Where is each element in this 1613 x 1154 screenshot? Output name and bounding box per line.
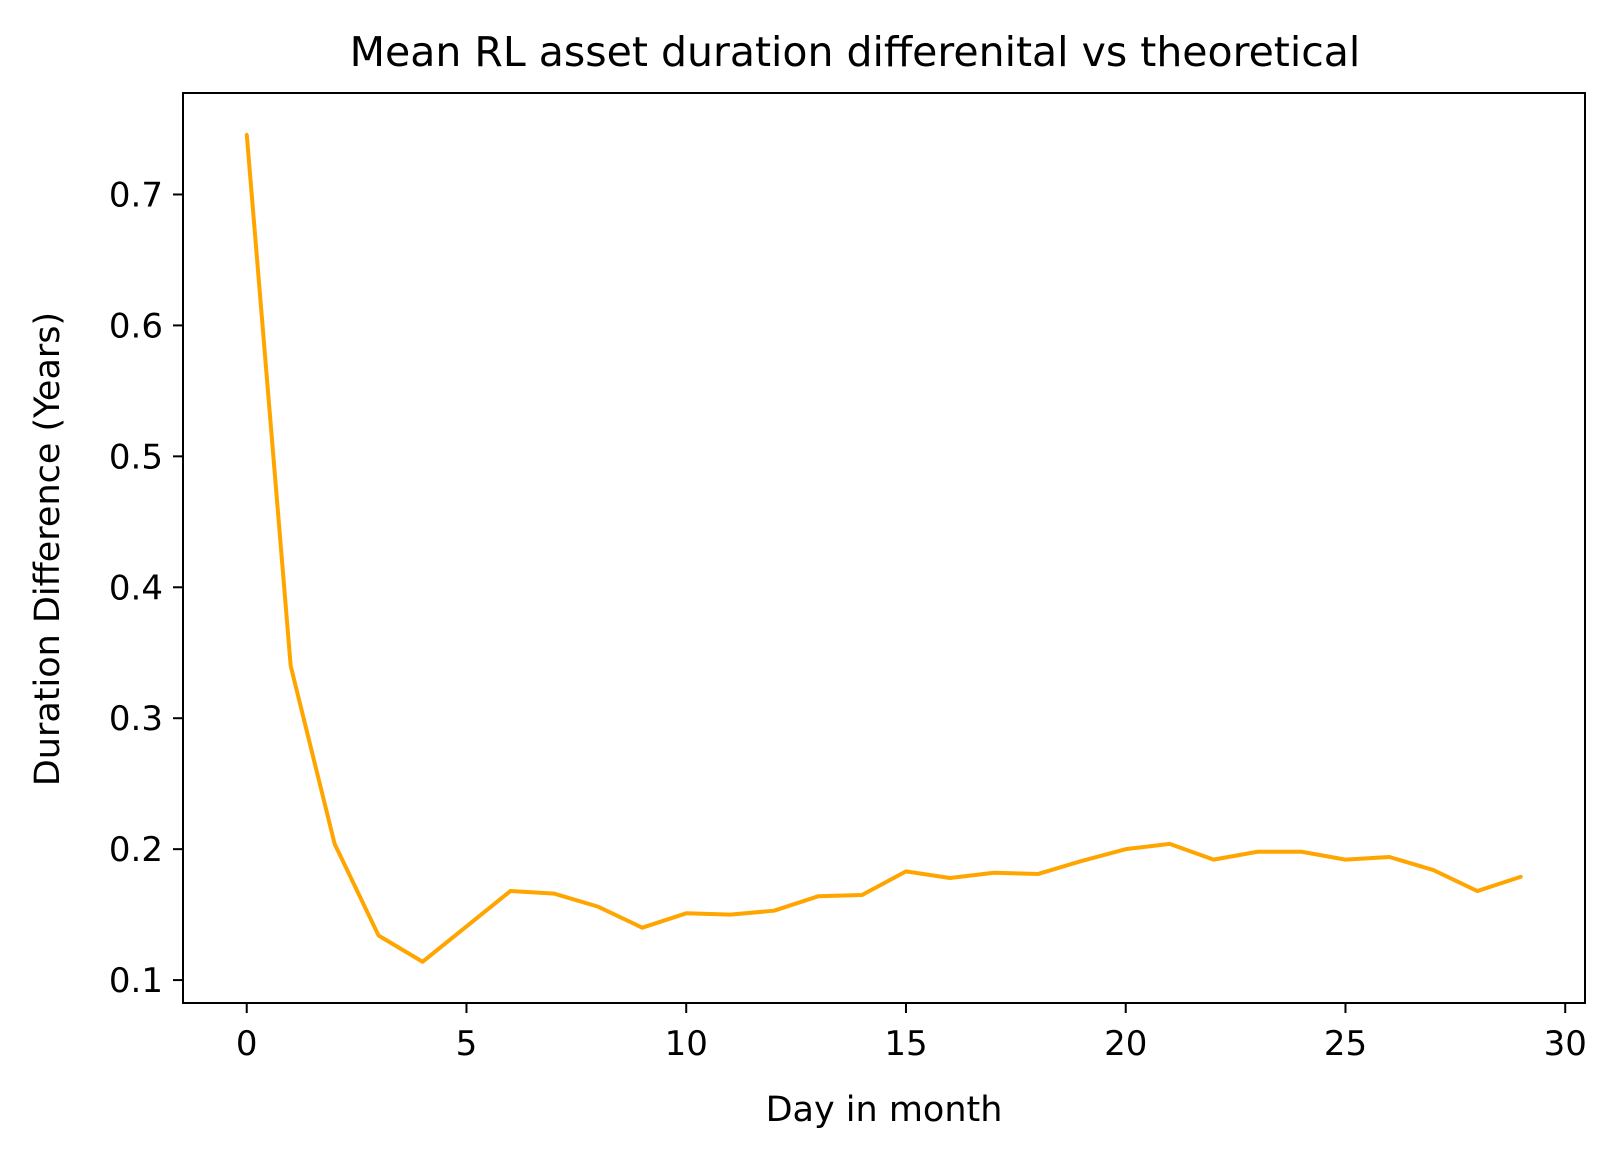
data-point <box>904 869 908 873</box>
y-tick-label: 0.7 <box>109 175 163 215</box>
data-point <box>421 960 425 964</box>
data-point <box>1168 842 1172 846</box>
y-axis-label: Duration Difference (Years) <box>28 312 68 786</box>
data-point <box>948 876 952 880</box>
data-point <box>377 934 381 938</box>
data-point <box>1343 858 1347 862</box>
x-tick-label: 20 <box>1104 1024 1147 1064</box>
data-point <box>552 892 556 896</box>
data-point <box>289 664 293 668</box>
x-tick-label: 15 <box>884 1024 927 1064</box>
data-point <box>992 871 996 875</box>
y-tick-label: 0.2 <box>109 830 163 870</box>
chart-title: Mean RL asset duration differenital vs t… <box>350 28 1361 76</box>
y-tick-label: 0.3 <box>109 699 163 739</box>
series-line <box>244 134 1522 964</box>
data-point <box>1036 872 1040 876</box>
data-point <box>772 909 776 913</box>
x-tick-label: 5 <box>456 1024 478 1064</box>
data-point <box>1387 855 1391 859</box>
x-tick-label: 25 <box>1324 1024 1367 1064</box>
data-point <box>245 132 249 136</box>
data-point <box>1080 859 1084 863</box>
data-point <box>1124 847 1128 851</box>
data-point <box>1431 868 1435 872</box>
y-tick-label: 0.6 <box>109 306 163 346</box>
data-point <box>860 893 864 897</box>
x-axis: 0 5 10 15 20 25 30 <box>236 1003 1587 1064</box>
x-tick-label: 0 <box>236 1024 258 1064</box>
data-point <box>464 924 468 928</box>
series-layer <box>244 132 1523 964</box>
y-tick-label: 0.5 <box>109 437 163 477</box>
data-point <box>728 913 732 917</box>
data-point <box>640 926 644 930</box>
data-point <box>1256 850 1260 854</box>
data-point <box>684 911 688 915</box>
data-point <box>1475 889 1479 893</box>
data-point <box>1519 875 1523 879</box>
data-point <box>816 894 820 898</box>
data-point <box>1300 850 1304 854</box>
x-tick-label: 30 <box>1544 1024 1587 1064</box>
plot-area-frame <box>182 92 1586 1004</box>
y-tick-label: 0.1 <box>109 961 163 1001</box>
data-point <box>1212 858 1216 862</box>
y-tick-label: 0.4 <box>109 568 163 608</box>
data-point <box>333 842 337 846</box>
data-point <box>596 905 600 909</box>
data-point <box>508 889 512 893</box>
x-tick-label: 10 <box>665 1024 708 1064</box>
y-axis: 0.1 0.2 0.3 0.4 0.5 0.6 0.7 <box>109 175 183 1001</box>
x-axis-label: Day in month <box>766 1090 1003 1130</box>
